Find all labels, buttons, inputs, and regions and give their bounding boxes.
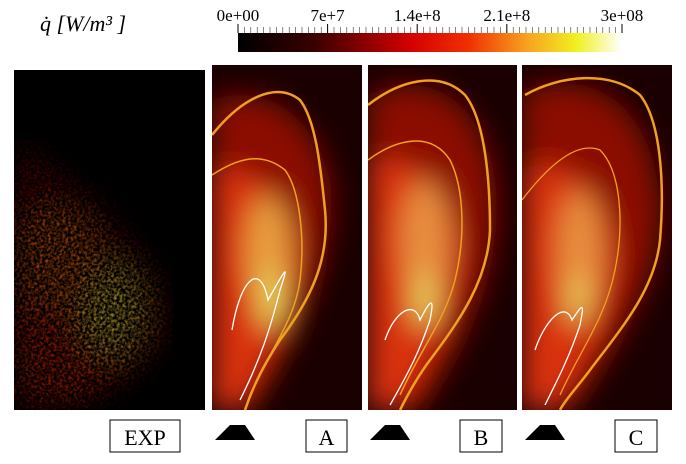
colorbar-tick-label: 3e+08 [601, 6, 644, 25]
label-box [305, 419, 348, 453]
panel-exp-image [14, 70, 205, 410]
colorbar-ticks: 0e+00 7e+7 1.4e+8 2.1e+8 3e+08 [217, 6, 644, 33]
colorbar-label: q̇ [W/m³ ] [40, 11, 126, 36]
burner [525, 425, 565, 440]
colorbar [238, 33, 622, 52]
panel-label: A [319, 425, 335, 450]
label-box [109, 419, 181, 453]
panel-b-image [368, 65, 517, 410]
colorbar-tick-label: 0e+00 [217, 6, 260, 25]
panel-c-image [522, 65, 672, 410]
burner [370, 425, 410, 440]
panel-label: B [474, 425, 489, 450]
colorbar-tick-label: 1.4e+8 [394, 6, 441, 25]
panel-label: C [629, 425, 644, 450]
label-box [614, 419, 658, 453]
colorbar-tick-label: 2.1e+8 [483, 6, 530, 25]
burner [215, 425, 255, 440]
colorbar-tick-label: 7e+7 [311, 6, 346, 25]
label-box [459, 419, 503, 453]
panel-a-image [212, 65, 362, 410]
panel-label: EXP [124, 425, 166, 450]
